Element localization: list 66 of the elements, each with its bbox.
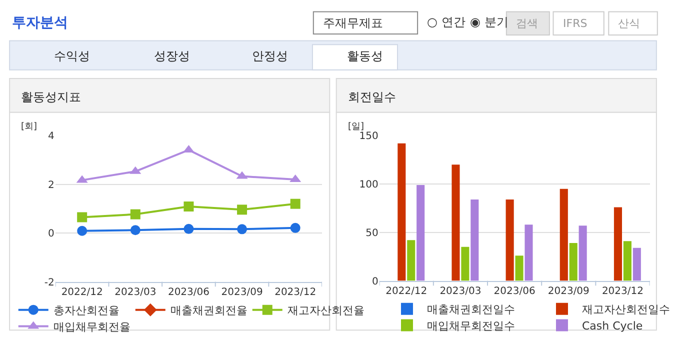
- y-axis-title: [일]: [348, 122, 364, 132]
- bar: [578, 226, 587, 281]
- bar: [461, 246, 470, 281]
- legend-label: 재고자산회전일수: [582, 303, 670, 316]
- point: [290, 198, 300, 209]
- y-tick-label: 50: [366, 228, 378, 239]
- text: ○ 연간: [427, 15, 466, 29]
- bar: [614, 207, 622, 281]
- y-tick-label: 4: [48, 131, 54, 142]
- text: 안정성: [252, 49, 288, 63]
- legend-label: Cash Cycle: [582, 320, 643, 333]
- bar: [632, 248, 641, 281]
- text: IFRS: [563, 17, 588, 30]
- legend-label: 재고자산회전율: [287, 304, 364, 318]
- point: [237, 204, 248, 215]
- point: [290, 222, 300, 233]
- legend-label: 매입채무회전율: [53, 320, 130, 334]
- x-tick-label: 2023/03: [114, 286, 156, 298]
- y-tick-label: 0: [48, 228, 54, 240]
- x-tick-label: 2023/09: [548, 286, 590, 297]
- y-axis-title: [회]: [21, 122, 38, 132]
- text: 활동성: [347, 49, 383, 63]
- chart-title: 회전일수: [348, 90, 396, 104]
- chart-title: 활동성지표: [21, 90, 81, 104]
- legend-label: 매출채권회전일수: [426, 303, 515, 316]
- x-tick-label: 2023/09: [221, 286, 263, 298]
- point: [184, 224, 194, 234]
- text: 수익성: [54, 49, 90, 63]
- x-tick-label: 2023/06: [494, 286, 536, 297]
- x-tick-label: 2023/03: [440, 286, 482, 297]
- y-tick-label: 150: [359, 131, 378, 142]
- bar: [506, 200, 514, 281]
- y-tick-label: -2: [44, 277, 54, 288]
- bar: [560, 188, 568, 281]
- bar: [569, 243, 578, 281]
- text: 주재무제표: [323, 16, 383, 30]
- bar: [452, 164, 460, 281]
- y-tick-label: 100: [359, 180, 378, 191]
- bar: [416, 184, 425, 281]
- point: [237, 224, 248, 234]
- bar: [470, 200, 479, 281]
- x-tick-label: 2023/12: [602, 286, 644, 297]
- x-tick-label: 2022/12: [386, 286, 428, 297]
- point: [77, 226, 88, 236]
- text: ◉ 분기: [470, 15, 508, 29]
- y-tick-label: 2: [48, 180, 54, 191]
- text: 산식: [618, 17, 640, 30]
- text: 검색: [516, 17, 538, 30]
- legend-label: 총자산회전율: [53, 304, 120, 318]
- point: [77, 212, 88, 222]
- legend-label: 매출채권회전율: [170, 304, 248, 318]
- bar: [515, 256, 524, 281]
- bar: [407, 240, 416, 281]
- x-tick-label: 2023/06: [168, 286, 210, 298]
- point: [130, 209, 140, 220]
- point: [130, 225, 140, 236]
- text: 성장성: [154, 49, 190, 63]
- point: [184, 202, 194, 212]
- x-tick-label: 2023/12: [274, 286, 316, 298]
- y-tick-label: 0: [372, 276, 378, 288]
- text: 투자분석: [12, 15, 68, 31]
- bar: [623, 241, 632, 281]
- bar: [398, 143, 406, 281]
- legend-label: 매입채무회전일수: [426, 320, 515, 333]
- x-tick-label: 2022/12: [61, 286, 103, 298]
- bar: [524, 224, 533, 281]
